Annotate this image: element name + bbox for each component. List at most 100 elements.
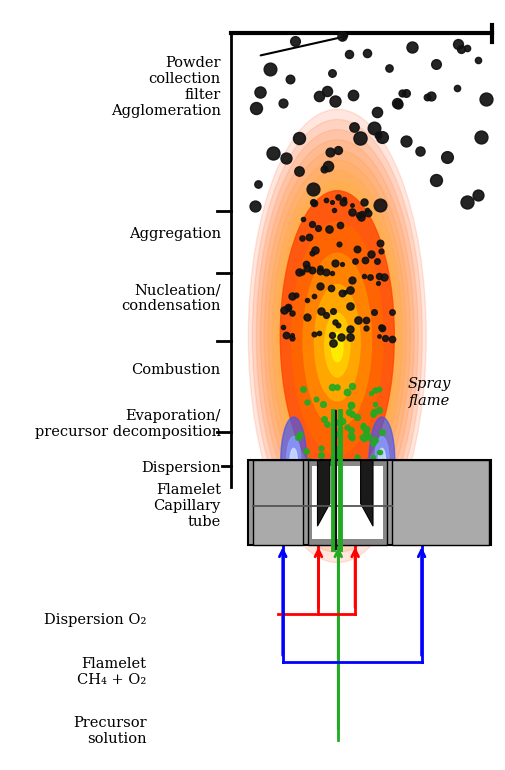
Ellipse shape xyxy=(331,333,342,362)
Point xyxy=(375,236,383,249)
Point xyxy=(370,434,378,446)
Point xyxy=(372,105,380,118)
Point xyxy=(297,466,306,478)
Point xyxy=(342,421,350,434)
Point xyxy=(291,35,299,47)
Point xyxy=(317,449,325,461)
Point xyxy=(334,319,342,331)
Point xyxy=(352,243,361,256)
Point xyxy=(350,254,359,266)
Point xyxy=(295,165,303,177)
Point xyxy=(346,424,354,436)
Point xyxy=(345,300,353,313)
Point xyxy=(288,332,296,344)
Point xyxy=(345,331,353,343)
Ellipse shape xyxy=(248,109,425,563)
Point xyxy=(442,151,450,163)
Point xyxy=(463,196,471,208)
Point xyxy=(314,327,322,340)
Point xyxy=(363,207,371,219)
Point xyxy=(365,270,373,283)
Point xyxy=(285,73,293,85)
Point xyxy=(365,474,373,487)
Point xyxy=(298,213,306,225)
Point xyxy=(337,287,345,300)
Point xyxy=(358,208,366,220)
Point xyxy=(359,270,367,282)
Point xyxy=(363,47,371,59)
Point xyxy=(347,274,356,286)
Point xyxy=(366,387,374,400)
Point xyxy=(453,38,462,50)
Point xyxy=(328,66,336,79)
Point xyxy=(297,266,305,278)
Point xyxy=(346,430,355,442)
Point xyxy=(328,305,336,317)
Point xyxy=(269,147,277,159)
Point xyxy=(298,383,306,395)
Point xyxy=(314,477,322,489)
Point xyxy=(314,90,322,102)
Point xyxy=(392,97,400,109)
Point xyxy=(345,323,353,335)
Point xyxy=(321,194,329,206)
Point xyxy=(377,463,385,475)
Point xyxy=(352,450,360,463)
Point xyxy=(291,289,299,301)
Text: Dispersion O₂: Dispersion O₂ xyxy=(44,614,146,628)
Point xyxy=(301,445,310,457)
Point xyxy=(310,328,318,340)
Point xyxy=(322,85,330,97)
Ellipse shape xyxy=(276,180,397,491)
Text: Spray
flame: Spray flame xyxy=(407,377,450,407)
Point xyxy=(307,218,315,230)
Point xyxy=(330,469,338,481)
Ellipse shape xyxy=(252,119,422,552)
Point xyxy=(308,246,316,259)
Polygon shape xyxy=(360,460,372,526)
Point xyxy=(313,462,321,474)
Point xyxy=(355,209,363,222)
Point xyxy=(369,450,377,463)
Point xyxy=(287,329,295,341)
Point xyxy=(329,204,337,216)
Point xyxy=(344,406,352,418)
Point xyxy=(374,403,382,416)
Point xyxy=(374,446,382,458)
Point xyxy=(287,306,295,319)
Point xyxy=(452,82,460,94)
Ellipse shape xyxy=(291,222,382,454)
Ellipse shape xyxy=(264,150,410,522)
Point xyxy=(372,255,380,267)
Point xyxy=(347,408,355,420)
Text: Evaporation/
precursor decomposition: Evaporation/ precursor decomposition xyxy=(34,409,220,440)
Point xyxy=(297,232,306,244)
Text: Aggregation: Aggregation xyxy=(128,227,220,241)
Point xyxy=(338,196,346,209)
Point xyxy=(370,406,378,418)
Point xyxy=(309,182,317,195)
Point xyxy=(321,266,329,279)
Point xyxy=(330,95,338,107)
Point xyxy=(375,199,383,211)
Point xyxy=(416,145,424,157)
Point xyxy=(347,380,355,393)
Point xyxy=(328,267,336,280)
Point xyxy=(397,87,406,99)
Point xyxy=(361,480,369,492)
Point xyxy=(339,193,347,206)
Point xyxy=(354,314,362,326)
Ellipse shape xyxy=(374,437,388,484)
Point xyxy=(302,262,311,274)
Point xyxy=(370,397,378,410)
Point xyxy=(401,135,409,147)
Ellipse shape xyxy=(286,437,300,484)
Point xyxy=(387,306,395,318)
Point xyxy=(307,264,315,276)
Point xyxy=(359,421,367,434)
Point xyxy=(375,446,383,458)
Point xyxy=(369,306,377,319)
Bar xyxy=(252,460,302,545)
Point xyxy=(326,281,334,293)
Point xyxy=(361,484,369,496)
